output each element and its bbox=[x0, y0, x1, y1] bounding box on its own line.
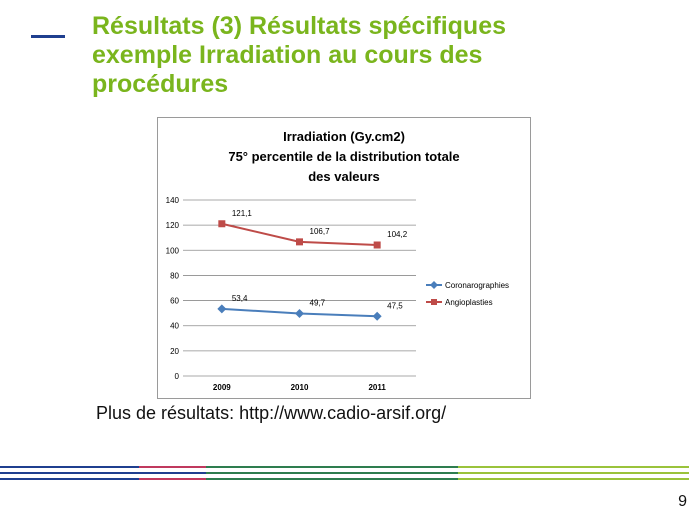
y-tick-label: 140 bbox=[166, 196, 180, 205]
y-tick-label: 80 bbox=[170, 271, 179, 280]
data-label: 49,7 bbox=[310, 299, 326, 308]
stripe-band bbox=[206, 466, 458, 468]
stripe-band bbox=[206, 472, 458, 474]
more-results-link-text: Plus de résultats: http://www.cadio-arsi… bbox=[96, 403, 447, 423]
chart-canvas: Irradiation (Gy.cm2) 75° percentile de l… bbox=[166, 129, 509, 392]
y-tick-label: 40 bbox=[170, 322, 179, 331]
data-point-square bbox=[296, 238, 303, 246]
stripe-band bbox=[0, 472, 139, 474]
y-tick-label: 20 bbox=[170, 347, 179, 356]
plot-area: 0 20 40 60 80 100 120 140 2009 2010 2011 53,4 49,7 47… bbox=[166, 196, 416, 392]
chart-title-line-1: Irradiation (Gy.cm2) bbox=[283, 129, 405, 144]
stripe-band bbox=[139, 478, 206, 480]
slide-title-line-3: procédures bbox=[92, 70, 229, 98]
slide-title-line-2: exemple Irradiation au cours des bbox=[92, 41, 483, 69]
slide-title-line-1: Résultats (3) Résultats spécifiques bbox=[92, 12, 507, 40]
title-accent-dash bbox=[31, 35, 65, 38]
data-point-square bbox=[373, 241, 381, 249]
data-label: 121,1 bbox=[232, 209, 253, 218]
y-tick-label: 60 bbox=[170, 297, 179, 306]
stripe-band bbox=[206, 475, 458, 477]
stripe-band bbox=[0, 469, 139, 471]
stripe-band bbox=[458, 472, 689, 474]
data-point-diamond bbox=[295, 309, 304, 319]
x-tick-label: 2010 bbox=[291, 383, 309, 392]
stripe-band bbox=[458, 478, 689, 480]
data-point-square bbox=[218, 220, 226, 228]
data-point-diamond bbox=[372, 311, 382, 321]
y-tick-label: 100 bbox=[166, 246, 180, 255]
legend-label: Coronarographies bbox=[445, 281, 509, 290]
data-label: 53,4 bbox=[232, 294, 248, 303]
stripe-band bbox=[0, 478, 139, 480]
slide-title: Résultats (3) Résultats spécifiques exem… bbox=[92, 12, 652, 99]
data-point-diamond bbox=[217, 304, 227, 314]
y-tick-label: 0 bbox=[175, 372, 180, 381]
data-label: 47,5 bbox=[387, 301, 403, 310]
irradiation-chart: Irradiation (Gy.cm2) 75° percentile de l… bbox=[157, 117, 531, 399]
stripe-band bbox=[0, 466, 139, 468]
stripe-band bbox=[139, 466, 206, 468]
stripe-band bbox=[206, 478, 458, 480]
legend-label: Angioplasties bbox=[445, 298, 493, 307]
legend-marker-diamond bbox=[430, 281, 438, 289]
data-label: 106,7 bbox=[310, 227, 331, 236]
stripe-band bbox=[139, 475, 206, 477]
y-tick-label: 120 bbox=[166, 221, 180, 230]
stripe-band bbox=[139, 469, 206, 471]
stripe-band bbox=[458, 466, 689, 468]
stripe-band bbox=[0, 475, 139, 477]
chart-title-line-3: des valeurs bbox=[308, 169, 380, 184]
legend-marker-square bbox=[431, 299, 437, 305]
stripe-band bbox=[458, 469, 689, 471]
chart-title-line-2: 75° percentile de la distribution totale bbox=[228, 149, 459, 164]
x-tick-label: 2011 bbox=[368, 383, 386, 392]
stripe-band bbox=[139, 472, 206, 474]
stripe-band bbox=[458, 475, 689, 477]
page-number: 9 bbox=[678, 493, 687, 510]
stripe-band bbox=[206, 469, 458, 471]
chart-legend: Coronarographies Angioplasties bbox=[426, 281, 509, 307]
data-label: 104,2 bbox=[387, 230, 408, 239]
x-tick-label: 2009 bbox=[213, 383, 231, 392]
decorative-stripes bbox=[0, 466, 689, 480]
